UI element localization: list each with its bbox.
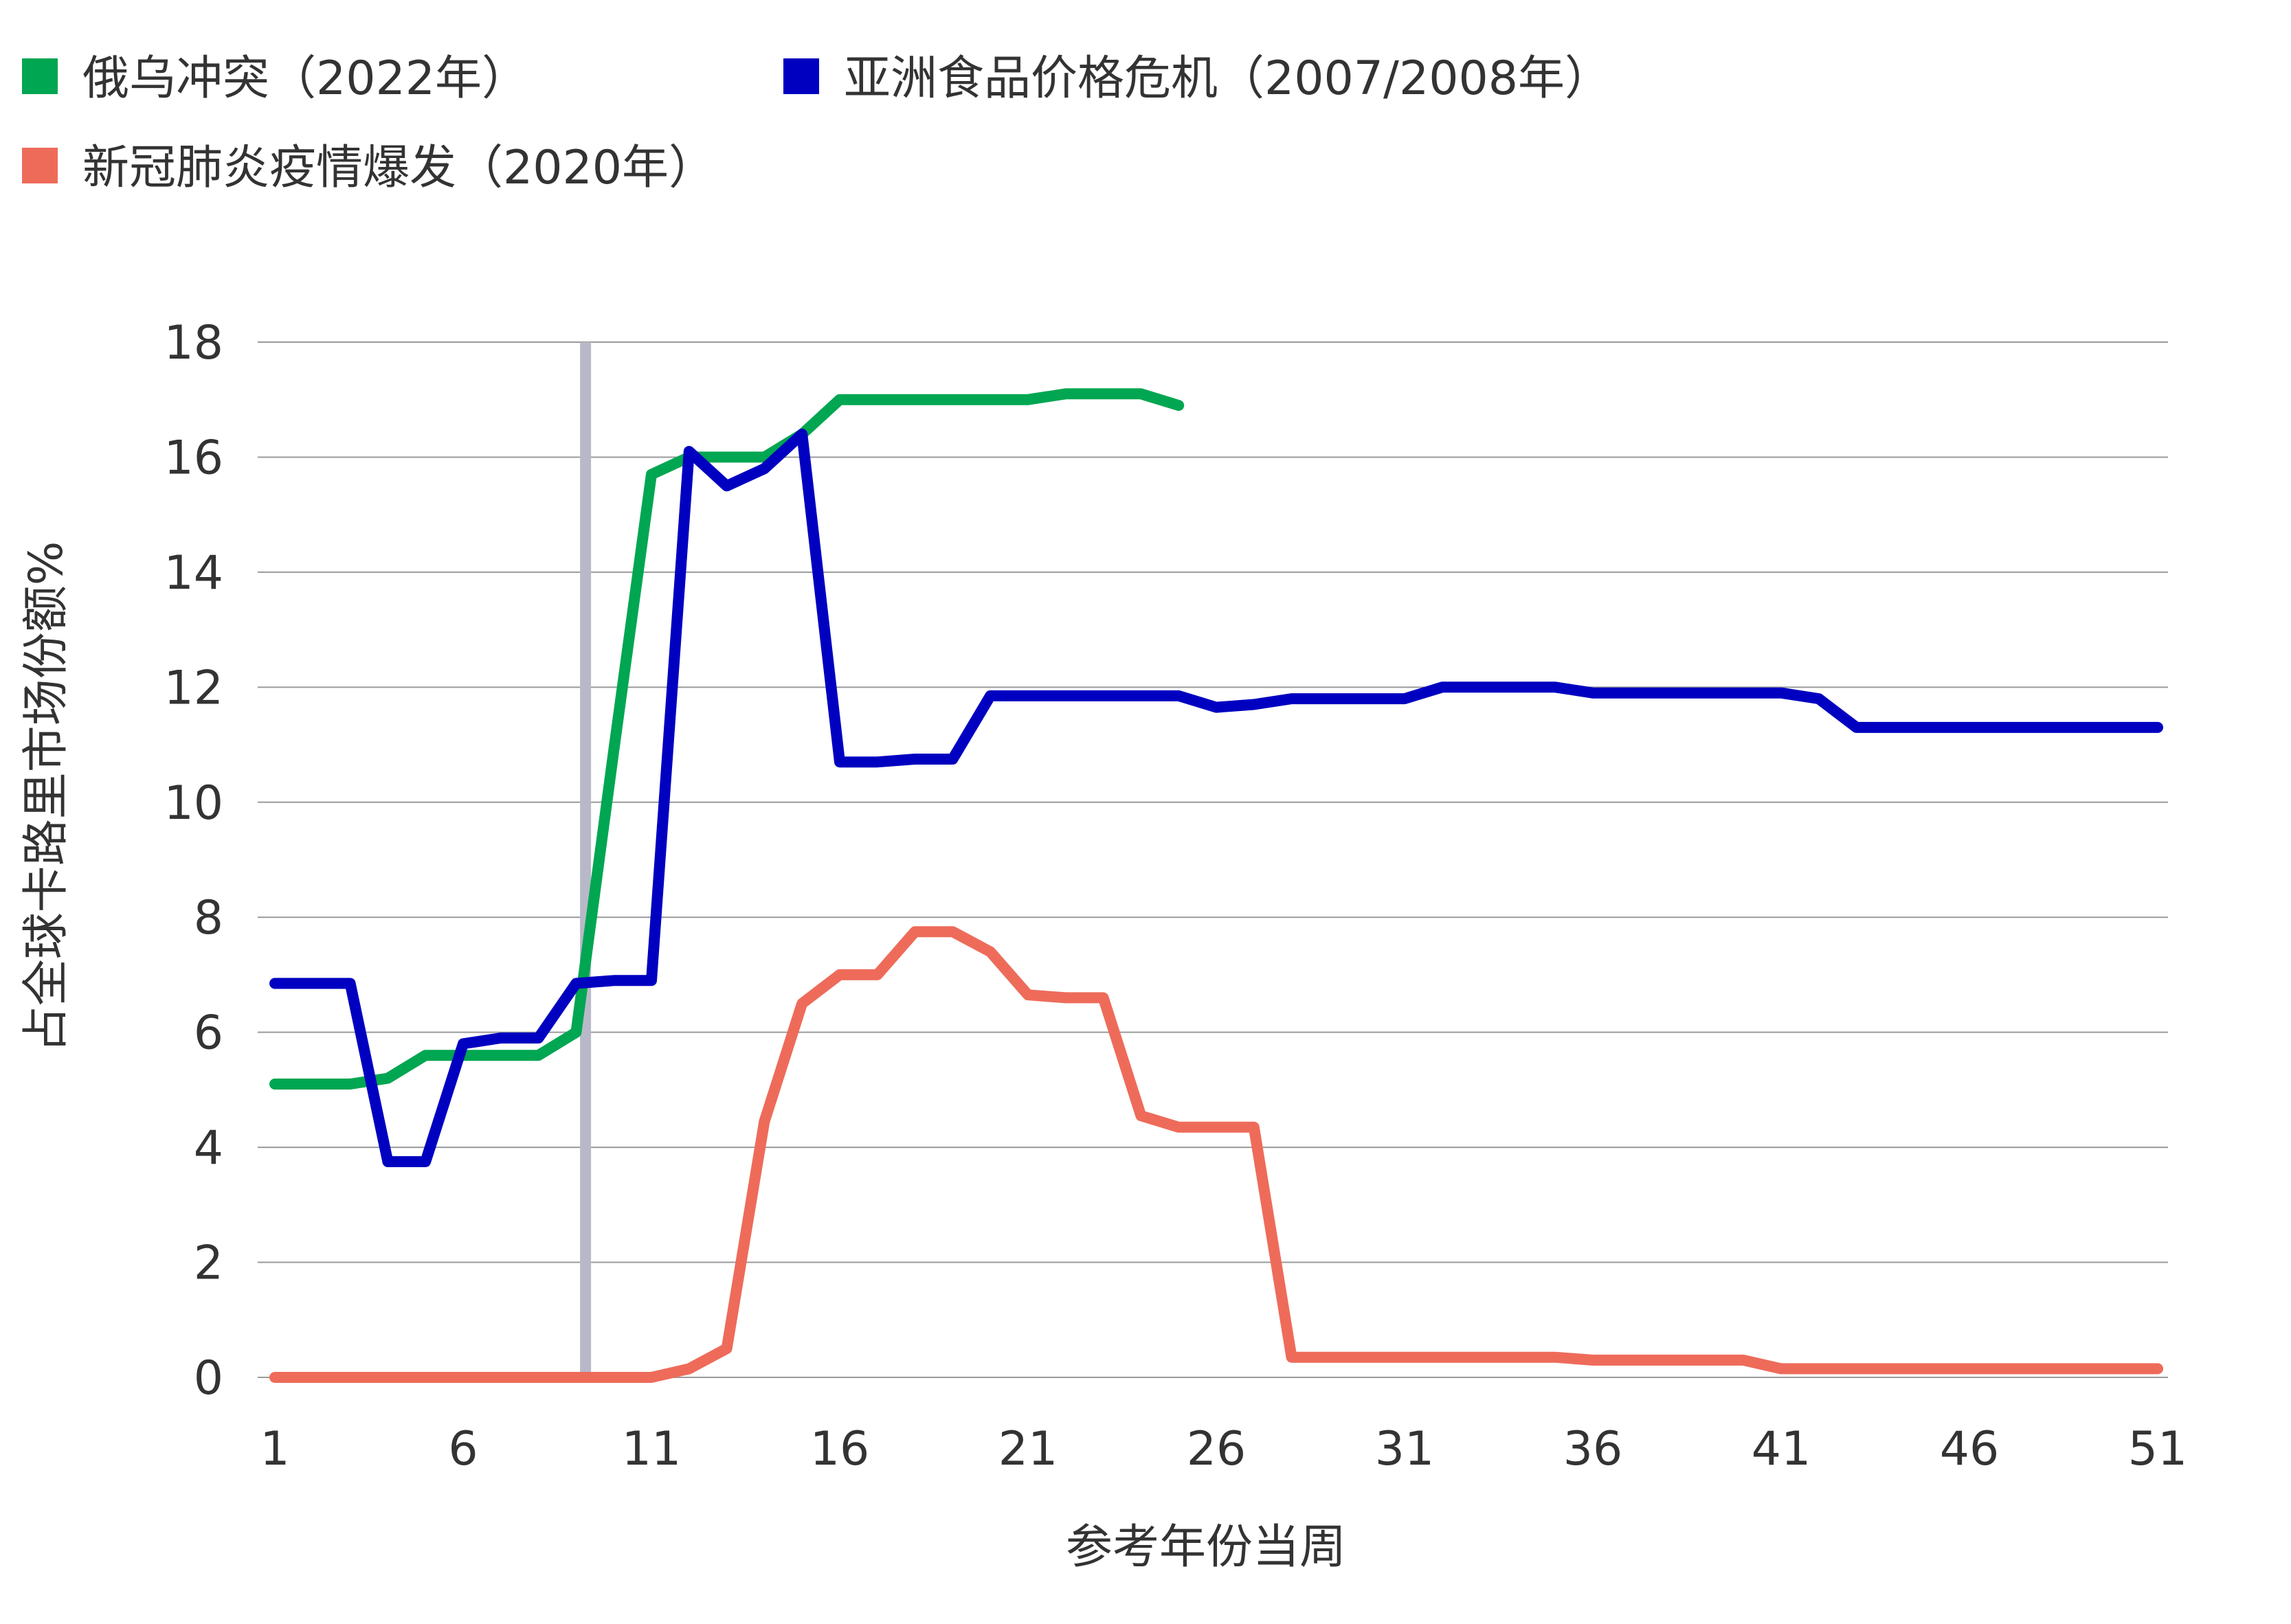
- series-layer: [269, 388, 2163, 1383]
- legend-label: 亚洲食品价格危机（2007/2008年）: [844, 52, 1611, 106]
- legend-swatch: [22, 58, 58, 94]
- legend-item: 亚洲食品价格危机（2007/2008年）: [783, 52, 1611, 106]
- y-tick-label: 12: [164, 661, 223, 715]
- x-tick-label: 36: [1563, 1422, 1623, 1476]
- y-tick-label: 14: [164, 546, 223, 600]
- legend: 俄乌冲突（2022年） 亚洲食品价格危机（2007/2008年） 新冠肺炎疫情爆发（…: [22, 52, 1611, 195]
- x-tick-label: 51: [2128, 1422, 2188, 1476]
- x-tick-label: 41: [1752, 1422, 1811, 1476]
- y-tick-label: 6: [194, 1006, 223, 1061]
- x-tick-label: 46: [1940, 1422, 2000, 1476]
- x-tick-label: 6: [448, 1422, 478, 1476]
- series-line-2: [269, 926, 2163, 1383]
- y-tick-label: 4: [194, 1121, 223, 1175]
- x-tick-label: 11: [622, 1422, 682, 1476]
- y-tick-label: 8: [194, 891, 223, 945]
- legend-label: 新冠肺炎疫情爆发（2020年）: [82, 141, 715, 195]
- legend-item: 俄乌冲突（2022年）: [22, 52, 528, 106]
- x-axis-title: 参考年份当周: [1066, 1520, 1346, 1575]
- y-tick-label: 16: [164, 431, 223, 485]
- legend-swatch: [783, 58, 819, 94]
- x-tick-label: 31: [1375, 1422, 1435, 1476]
- y-tick-label: 10: [164, 776, 223, 831]
- legend-item: 新冠肺炎疫情爆发（2020年）: [22, 141, 715, 195]
- x-tick-label: 1: [260, 1422, 289, 1476]
- y-axis-title: 占全球卡路里市场份额%: [19, 541, 74, 1053]
- y-tick-label: 0: [194, 1351, 223, 1406]
- x-tick-label: 26: [1187, 1422, 1247, 1476]
- x-tick-label: 21: [998, 1422, 1058, 1476]
- series-line-0: [269, 388, 1185, 1090]
- grid: [258, 341, 2168, 1378]
- legend-label: 俄乌冲突（2022年）: [82, 52, 528, 106]
- legend-swatch: [22, 148, 58, 183]
- y-tick-label: 2: [194, 1237, 223, 1291]
- y-axis: 0 2 4 6 8 10 12 14 16 18: [164, 316, 223, 1406]
- y-tick-label: 18: [164, 316, 223, 370]
- series-line-1: [269, 429, 2163, 1167]
- x-axis: 1 6 11 16 21 26 31 36 41 46 51: [260, 1422, 2187, 1476]
- x-tick-label: 16: [810, 1422, 870, 1476]
